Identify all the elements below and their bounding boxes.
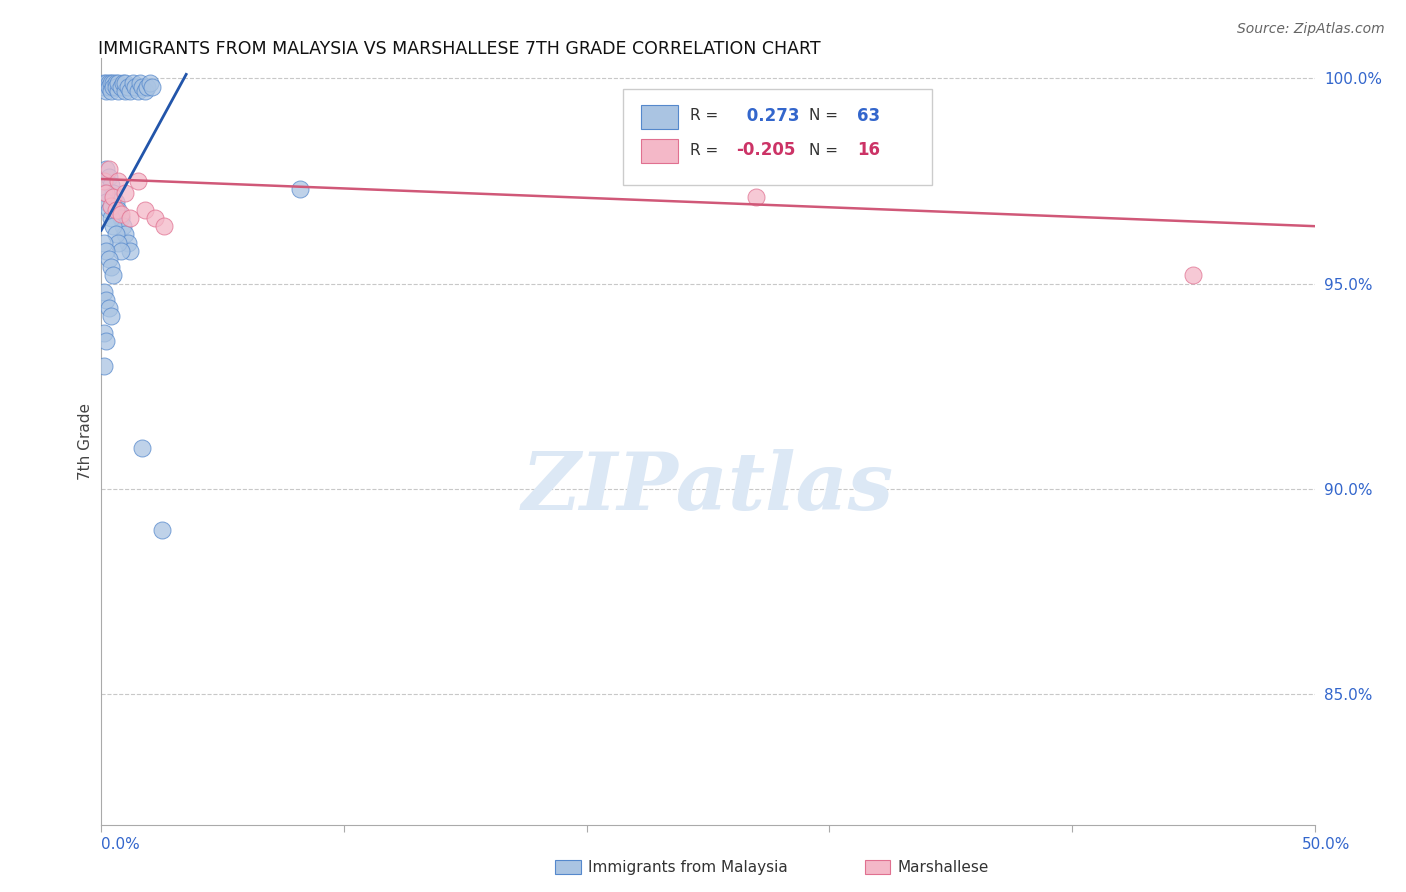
Point	[134, 84, 156, 98]
Text: N =: N =	[808, 143, 838, 158]
Point	[100, 76, 122, 90]
Point	[104, 76, 127, 90]
Point	[100, 211, 122, 225]
Point	[124, 79, 146, 94]
Point	[103, 79, 125, 94]
Point	[97, 161, 120, 176]
Point	[104, 79, 127, 94]
Point	[93, 326, 115, 340]
Text: 0.0%: 0.0%	[101, 838, 141, 852]
Point	[110, 207, 132, 221]
Point	[107, 235, 129, 250]
Point	[134, 202, 156, 217]
Point	[103, 268, 125, 283]
Point	[94, 186, 117, 201]
Point	[110, 211, 132, 225]
Point	[97, 79, 120, 94]
Point	[112, 219, 135, 234]
Point	[117, 79, 139, 94]
Point	[94, 334, 117, 348]
Point	[150, 523, 173, 537]
Text: 0.273: 0.273	[741, 106, 799, 125]
Point	[131, 79, 153, 94]
Point	[120, 211, 142, 225]
Point	[121, 76, 143, 90]
Point	[93, 174, 115, 188]
Point	[94, 76, 117, 90]
Point	[114, 227, 136, 242]
Text: Immigrants from Malaysia: Immigrants from Malaysia	[588, 860, 787, 874]
Point	[112, 76, 135, 90]
Point	[131, 441, 153, 455]
Point	[94, 194, 117, 209]
Point	[97, 252, 120, 266]
Text: R =: R =	[690, 108, 718, 123]
Point	[93, 285, 115, 299]
FancyBboxPatch shape	[623, 88, 932, 185]
Point	[136, 79, 159, 94]
Point	[104, 202, 127, 217]
Point	[107, 174, 129, 188]
Text: R =: R =	[690, 143, 718, 158]
FancyBboxPatch shape	[641, 138, 678, 163]
Point	[94, 244, 117, 258]
Point	[97, 301, 120, 316]
Point	[104, 227, 127, 242]
Point	[94, 84, 117, 98]
Point	[120, 84, 142, 98]
Point	[93, 79, 115, 94]
Point	[100, 178, 122, 193]
FancyBboxPatch shape	[641, 104, 678, 129]
Point	[103, 190, 125, 204]
Point	[153, 219, 176, 234]
Text: -0.205: -0.205	[735, 141, 796, 159]
Point	[107, 76, 129, 90]
Point	[97, 202, 120, 217]
Point	[110, 244, 132, 258]
Point	[93, 186, 115, 201]
Point	[139, 76, 162, 90]
Point	[1182, 268, 1205, 283]
Point	[129, 76, 152, 90]
Point	[104, 194, 127, 209]
Text: ZIPatlas: ZIPatlas	[522, 449, 894, 526]
Point	[141, 79, 163, 94]
Point	[103, 219, 125, 234]
Text: 50.0%: 50.0%	[1302, 838, 1350, 852]
Point	[745, 190, 768, 204]
Point	[120, 244, 142, 258]
Point	[100, 84, 122, 98]
Point	[94, 293, 117, 307]
Point	[100, 199, 122, 213]
Point	[114, 84, 136, 98]
Text: 16: 16	[858, 141, 880, 159]
Point	[100, 260, 122, 275]
Text: 63: 63	[858, 106, 880, 125]
Point	[93, 359, 115, 373]
Point	[97, 76, 120, 90]
Text: Marshallese: Marshallese	[897, 860, 988, 874]
Y-axis label: 7th Grade: 7th Grade	[77, 403, 93, 480]
Text: IMMIGRANTS FROM MALAYSIA VS MARSHALLESE 7TH GRADE CORRELATION CHART: IMMIGRANTS FROM MALAYSIA VS MARSHALLESE …	[98, 40, 821, 58]
Text: Source: ZipAtlas.com: Source: ZipAtlas.com	[1237, 22, 1385, 37]
Point	[127, 174, 149, 188]
Point	[127, 84, 149, 98]
Point	[107, 202, 129, 217]
Point	[103, 76, 125, 90]
Point	[114, 186, 136, 201]
Point	[114, 76, 136, 90]
Point	[117, 235, 139, 250]
Point	[103, 186, 125, 201]
Point	[107, 84, 129, 98]
Point	[100, 310, 122, 324]
Point	[93, 76, 115, 90]
Point	[290, 182, 312, 196]
Point	[93, 235, 115, 250]
Point	[94, 161, 117, 176]
Point	[143, 211, 166, 225]
Point	[97, 169, 120, 184]
Text: N =: N =	[808, 108, 838, 123]
Point	[110, 79, 132, 94]
